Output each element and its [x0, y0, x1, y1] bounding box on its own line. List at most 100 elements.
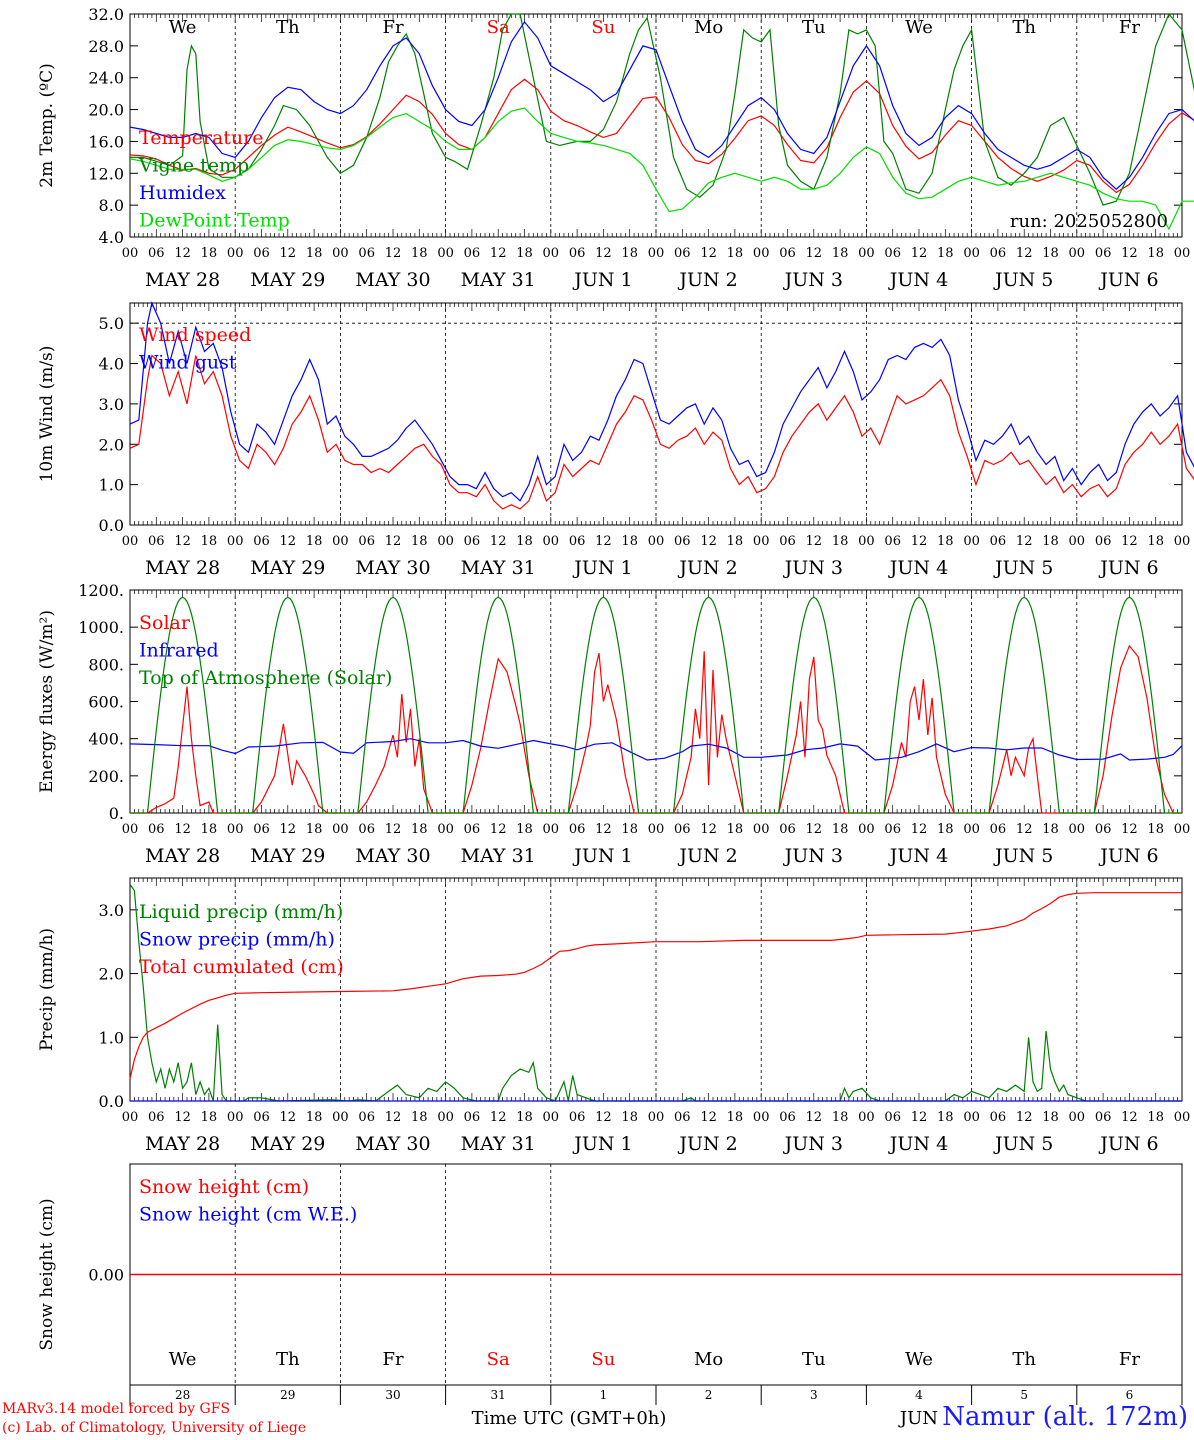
- day-label: MAY 28: [145, 269, 220, 291]
- day-label: JUN 3: [783, 845, 843, 867]
- weekday-label: Th: [1012, 1349, 1036, 1370]
- hour-tick-label: 06: [674, 822, 691, 837]
- legend-entry: Vigne temp: [138, 155, 249, 177]
- hour-tick-label: 18: [727, 246, 744, 261]
- hour-tick-label: 06: [358, 534, 375, 549]
- y-tick-label: 0.: [109, 804, 124, 823]
- hour-tick-label: 06: [358, 1110, 375, 1125]
- y-tick-label: 3.0: [99, 901, 124, 920]
- day-label: JUN 5: [993, 269, 1053, 291]
- series-line: [129, 20, 1194, 191]
- y-tick-label: 1.0: [99, 476, 124, 495]
- hour-tick-label: 12: [174, 822, 191, 837]
- hour-tick-label: 06: [464, 246, 481, 261]
- hour-tick-label: 00: [1069, 246, 1086, 261]
- hour-tick-label: 00: [122, 822, 139, 837]
- weekday-label: Fr: [382, 17, 403, 38]
- model-credit: MARv3.14 model forced by GFS: [2, 1401, 231, 1417]
- legend-entry: Snow height (cm W.E.): [139, 1204, 357, 1226]
- hour-tick-label: 12: [700, 822, 717, 837]
- hour-tick-label: 06: [779, 534, 796, 549]
- hour-tick-label: 06: [990, 1110, 1007, 1125]
- day-label: MAY 28: [145, 1133, 220, 1155]
- hour-tick-label: 18: [201, 246, 218, 261]
- day-label: MAY 30: [355, 557, 430, 579]
- hour-tick-label: 00: [332, 534, 349, 549]
- hour-tick-label: 06: [253, 1110, 270, 1125]
- weekday-label: We: [169, 17, 197, 38]
- y-tick-label: 24.0: [88, 69, 124, 88]
- weekday-label: Tu: [802, 17, 826, 38]
- panel-4: 0.0 1.0 2.0 3.0 Precip (mm/h) 00 06 12 18 00 06 12 1…: [37, 877, 1190, 1155]
- hour-tick-label: 00: [648, 246, 665, 261]
- hour-tick-label: 00: [858, 822, 875, 837]
- y-tick-label: 5.0: [99, 314, 124, 333]
- y-tick-label: 1000.: [78, 618, 124, 637]
- hour-tick-label: 06: [569, 246, 586, 261]
- hour-tick-label: 18: [1042, 246, 1059, 261]
- hour-tick-label: 06: [779, 822, 796, 837]
- day-label: JUN 4: [888, 557, 948, 579]
- hour-tick-label: 00: [1174, 534, 1191, 549]
- hour-tick-label: 06: [990, 822, 1007, 837]
- hour-tick-label: 06: [569, 534, 586, 549]
- y-tick-label: 3.0: [99, 395, 124, 414]
- series-line: [130, 644, 1182, 814]
- series-line: [130, 596, 1182, 814]
- hour-tick-label: 12: [385, 822, 402, 837]
- hour-tick-label: 06: [779, 246, 796, 261]
- hour-tick-label: 12: [490, 246, 507, 261]
- hour-tick-label: 00: [753, 534, 770, 549]
- hour-tick-label: 12: [385, 534, 402, 549]
- hour-tick-label: 18: [621, 246, 638, 261]
- plot-frame: [129, 589, 1183, 814]
- day-label: JUN 5: [993, 845, 1053, 867]
- hour-tick-label: 06: [569, 1110, 586, 1125]
- panel-1: 4.0 8.0 12.0 16.0 20.0 24.0 28.0 32.0 2m Temp. (…: [37, 5, 1194, 291]
- hour-tick-label: 18: [201, 534, 218, 549]
- y-tick-label: 8.0: [99, 196, 124, 215]
- hour-tick-label: 00: [1069, 534, 1086, 549]
- hour-tick-label: 18: [832, 1110, 849, 1125]
- weekday-label: Mo: [694, 1349, 723, 1370]
- hour-tick-label: 06: [358, 246, 375, 261]
- day-number-label: 6: [1126, 1388, 1134, 1402]
- y-axis-title: 10m Wind (m/s): [37, 346, 57, 483]
- hour-tick-label: 00: [122, 1110, 139, 1125]
- series-line: [129, 884, 1182, 1102]
- hour-tick-label: 18: [937, 1110, 954, 1125]
- hour-tick-label: 06: [674, 534, 691, 549]
- hour-tick-label: 00: [1174, 246, 1191, 261]
- hour-tick-label: 06: [1095, 1110, 1112, 1125]
- weekday-label: Su: [591, 1349, 615, 1370]
- station-name: Namur (alt. 172m): [942, 1402, 1188, 1432]
- weekday-label: Th: [276, 1349, 300, 1370]
- hour-tick-label: 00: [227, 822, 244, 837]
- day-label: JUN 1: [572, 557, 632, 579]
- hour-tick-label: 12: [806, 534, 823, 549]
- hour-tick-label: 18: [516, 822, 533, 837]
- hour-tick-label: 18: [1147, 1110, 1164, 1125]
- weekday-label: Mo: [694, 17, 723, 38]
- legend-entry: Solar: [139, 612, 191, 634]
- hour-tick-label: 18: [516, 534, 533, 549]
- day-label: JUN 2: [677, 557, 737, 579]
- legend-entry: Infrared: [139, 640, 219, 662]
- day-label: MAY 31: [461, 845, 536, 867]
- series-line: [129, 78, 1194, 194]
- hour-tick-label: 12: [1121, 534, 1138, 549]
- hour-tick-label: 18: [411, 534, 428, 549]
- hour-tick-label: 18: [832, 822, 849, 837]
- legend-entry: Total cumulated (cm): [139, 956, 344, 978]
- day-label: JUN 2: [677, 269, 737, 291]
- day-label: JUN 6: [1098, 845, 1158, 867]
- day-label: MAY 28: [145, 557, 220, 579]
- hour-tick-label: 06: [990, 246, 1007, 261]
- y-tick-label: 0.0: [99, 1092, 124, 1111]
- weekday-label: We: [905, 1349, 933, 1370]
- day-label: MAY 29: [250, 1133, 325, 1155]
- hour-tick-label: 00: [963, 822, 980, 837]
- day-label: JUN 4: [888, 269, 948, 291]
- day-label: MAY 30: [355, 1133, 430, 1155]
